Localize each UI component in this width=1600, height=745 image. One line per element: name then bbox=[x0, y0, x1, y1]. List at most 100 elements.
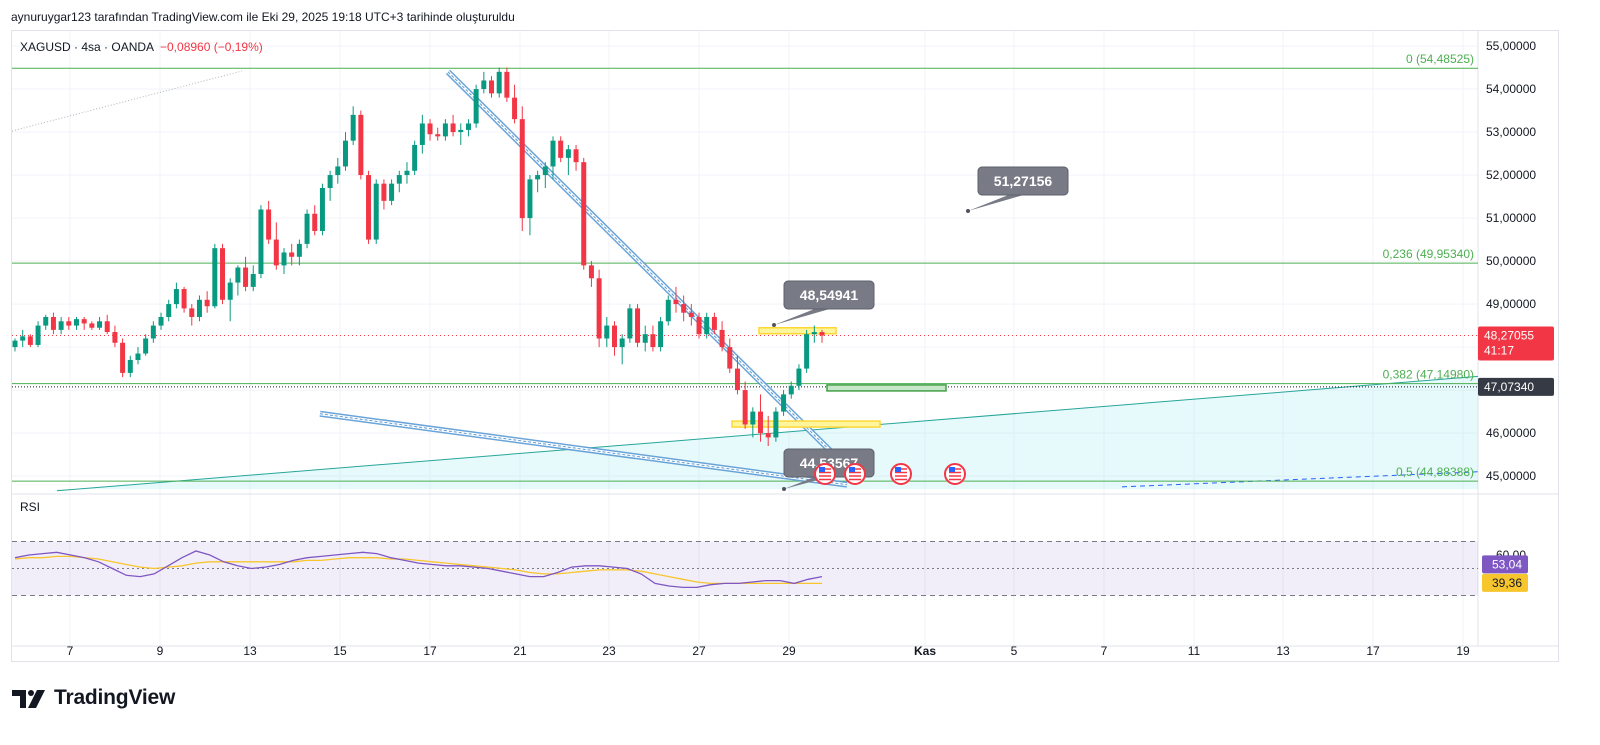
bar-countdown: 41:17 bbox=[1484, 343, 1514, 357]
candle-body-35 bbox=[281, 252, 287, 266]
candle-body-19 bbox=[158, 316, 164, 326]
candle-6 bbox=[58, 316, 64, 335]
candle-body-24 bbox=[196, 299, 202, 317]
candle-13 bbox=[112, 325, 118, 348]
candle-81 bbox=[635, 304, 641, 348]
candle-body-62 bbox=[489, 80, 495, 94]
candle-body-56 bbox=[442, 123, 448, 137]
candle-body-1 bbox=[20, 336, 26, 341]
candle-35 bbox=[281, 248, 287, 274]
legend: XAGUSD · 4sa · OANDA −0,08960 (−0,19%) R… bbox=[20, 40, 263, 514]
candle-9 bbox=[81, 316, 87, 330]
candle-body-102 bbox=[796, 368, 802, 386]
candle-74 bbox=[581, 157, 587, 270]
tradingview-logo[interactable]: TradingView bbox=[12, 686, 175, 710]
candle-25 bbox=[204, 291, 210, 313]
rsi-line bbox=[14, 550, 823, 589]
candle-100 bbox=[781, 390, 787, 416]
us-flag-event-icon-0[interactable] bbox=[814, 463, 836, 485]
x-tick-label-15: 19 bbox=[1456, 644, 1470, 658]
candle-body-83 bbox=[650, 334, 656, 348]
candle-body-81 bbox=[635, 308, 641, 343]
candle-32 bbox=[258, 205, 264, 279]
candle-body-92 bbox=[719, 329, 725, 348]
candle-body-94 bbox=[734, 368, 740, 391]
candle-97 bbox=[758, 394, 764, 442]
candle-body-34 bbox=[273, 239, 279, 266]
candle-body-8 bbox=[73, 319, 79, 326]
candle-body-7 bbox=[66, 321, 72, 326]
candle-body-36 bbox=[289, 252, 295, 257]
candle-body-10 bbox=[89, 323, 95, 328]
candle-62 bbox=[489, 76, 495, 98]
callout-2: 44,53567 bbox=[782, 448, 875, 491]
candle-89 bbox=[696, 312, 702, 339]
candle-42 bbox=[335, 157, 341, 184]
price-chart[interactable]: 0 (54,48525) 0,236 (49,95340) 0,382 (47,14… bbox=[12, 31, 1558, 661]
candle-body-4 bbox=[43, 316, 49, 326]
candle-body-47 bbox=[373, 183, 379, 240]
candle-body-90 bbox=[704, 316, 710, 335]
last-price-badge-bg bbox=[1478, 326, 1554, 361]
candle-77 bbox=[604, 316, 610, 348]
y-tick-label-0: 55,00000 bbox=[1486, 39, 1536, 53]
candle-body-45 bbox=[358, 114, 364, 176]
us-flag-event-icon-2[interactable] bbox=[890, 463, 912, 485]
candle-body-89 bbox=[696, 316, 702, 335]
candle-55 bbox=[435, 127, 441, 141]
candle-21 bbox=[173, 282, 179, 309]
level-badge-bg bbox=[1478, 377, 1554, 396]
level-badge: 47,07340 bbox=[1478, 377, 1554, 396]
callout-anchor-2 bbox=[782, 487, 786, 491]
candle-37 bbox=[296, 239, 302, 266]
candle-body-0 bbox=[12, 340, 18, 348]
candle-78 bbox=[611, 321, 617, 356]
us-flag-event-icon-3[interactable] bbox=[944, 463, 966, 485]
rsi-value-badge-bg bbox=[1482, 555, 1528, 574]
candle-71 bbox=[558, 136, 564, 163]
candle-18 bbox=[150, 321, 156, 343]
x-tick-label-5: 21 bbox=[513, 644, 527, 658]
candle-23 bbox=[189, 304, 195, 326]
y-tick-label-5: 50,00000 bbox=[1486, 254, 1536, 268]
candle-body-55 bbox=[435, 134, 441, 137]
candle-3 bbox=[35, 321, 41, 348]
candle-5 bbox=[50, 312, 56, 335]
support-box bbox=[731, 420, 881, 428]
candle-body-71 bbox=[558, 140, 564, 158]
candle-body-26 bbox=[212, 248, 218, 307]
y-axis: 55,00000 54,00000 53,00000 52,00000 51,00000… bbox=[1478, 39, 1554, 592]
rsi-value: 53,04 bbox=[1492, 557, 1522, 571]
candle-body-63 bbox=[496, 71, 502, 94]
fib-level-label-0: 0 (54,48525) bbox=[1406, 52, 1474, 66]
candle-91 bbox=[711, 312, 717, 335]
candle-body-104 bbox=[811, 332, 817, 335]
candle-body-12 bbox=[104, 321, 110, 333]
callouts-layer: 51,27156 48,54941 44,53567 bbox=[772, 166, 1069, 491]
candle-body-50 bbox=[396, 175, 402, 184]
candle-body-72 bbox=[565, 149, 571, 158]
callout-anchor-0 bbox=[966, 209, 970, 213]
candle-1 bbox=[20, 329, 26, 348]
breakout-box bbox=[826, 384, 947, 392]
fib-level-label-1: 0,236 (49,95340) bbox=[1383, 247, 1474, 261]
candle-body-16 bbox=[135, 353, 141, 360]
level-badge-value: 47,07340 bbox=[1484, 380, 1534, 394]
candle-7 bbox=[66, 316, 72, 330]
candle-body-99 bbox=[773, 411, 779, 438]
chart-frame[interactable]: 0 (54,48525) 0,236 (49,95340) 0,382 (47,14… bbox=[11, 30, 1559, 662]
candle-50 bbox=[396, 170, 402, 193]
callout-label-0: 51,27156 bbox=[994, 173, 1053, 189]
candle-103 bbox=[804, 329, 810, 373]
rsi-layer bbox=[12, 541, 1478, 596]
candle-96 bbox=[750, 407, 756, 438]
candle-33 bbox=[266, 200, 272, 244]
candle-body-14 bbox=[120, 342, 126, 373]
candle-102 bbox=[796, 364, 802, 391]
candle-76 bbox=[596, 269, 602, 348]
candle-body-23 bbox=[189, 308, 195, 317]
candle-body-41 bbox=[327, 175, 333, 188]
candle-94 bbox=[734, 355, 740, 395]
us-flag-event-icon-1[interactable] bbox=[844, 463, 866, 485]
